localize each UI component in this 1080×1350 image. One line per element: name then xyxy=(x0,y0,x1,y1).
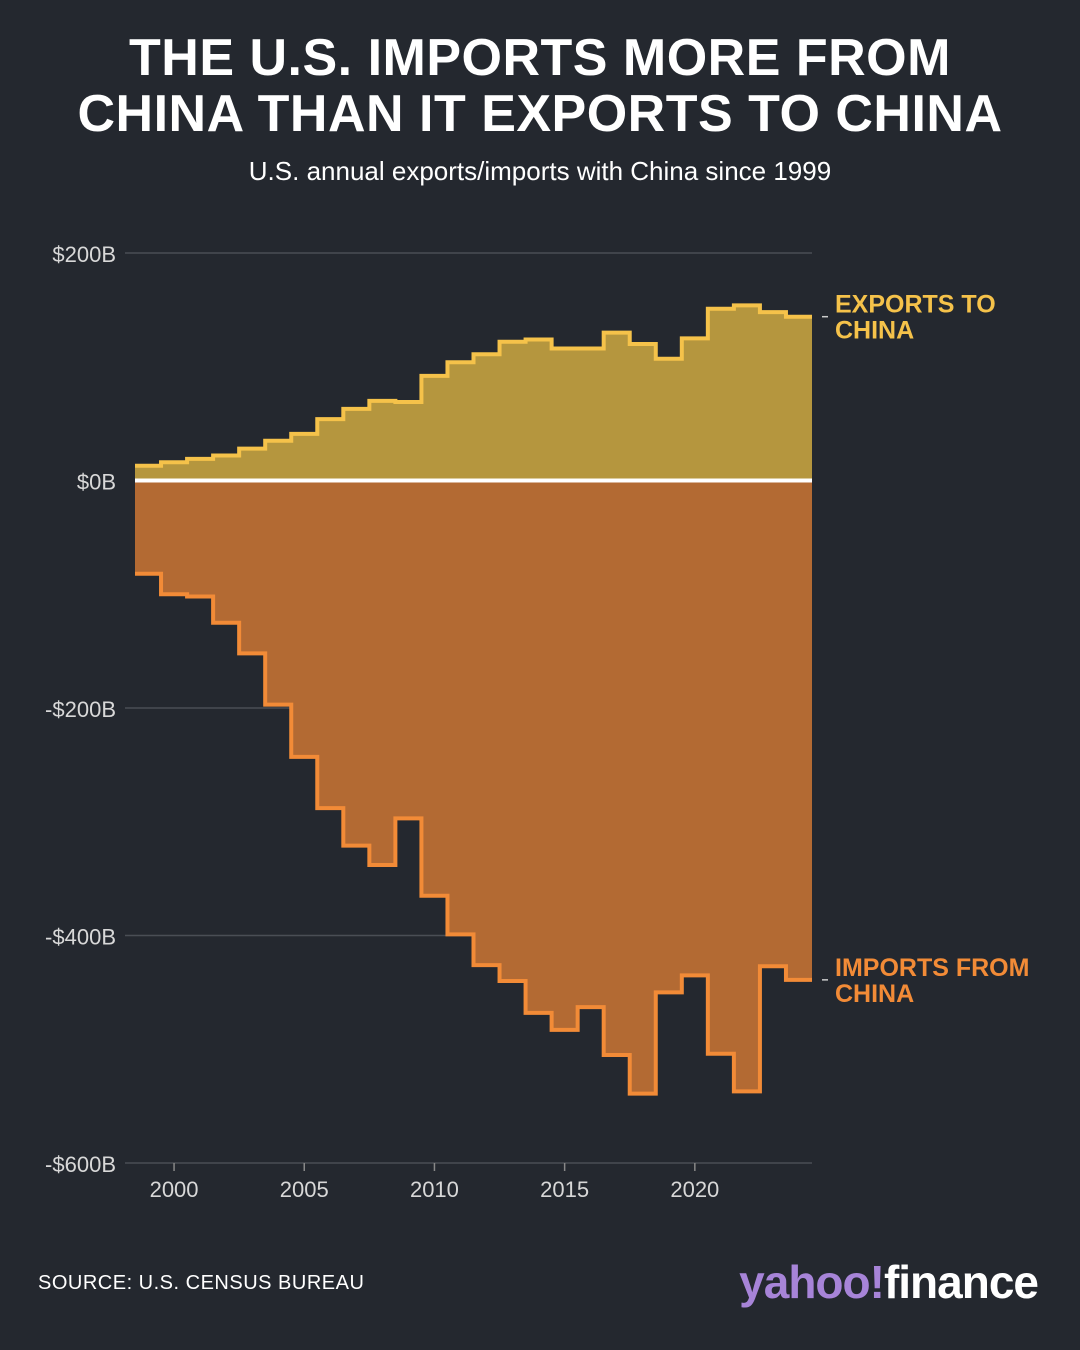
title-line-2: CHINA THAN IT EXPORTS TO CHINA xyxy=(77,85,1003,143)
yahoo-finance-logo: yahoo!finance xyxy=(739,1255,1039,1309)
y-tick-label-2: -$200B xyxy=(45,697,116,722)
chart-subtitle: U.S. annual exports/imports with China s… xyxy=(248,156,832,186)
imports-label-line-1: IMPORTS FROM xyxy=(835,954,1029,982)
source-note: SOURCE: U.S. CENSUS BUREAU xyxy=(38,1272,365,1294)
exports-label-line-1: EXPORTS TO xyxy=(835,291,996,319)
x-tick-label-3: 2015 xyxy=(540,1177,589,1202)
y-tick-label-0: $200B xyxy=(52,242,116,267)
exports-label-line-2: CHINA xyxy=(835,317,914,345)
logo-finance: finance xyxy=(883,1256,1039,1308)
logo-yahoo: yahoo! xyxy=(739,1256,885,1308)
title-line-1: THE U.S. IMPORTS MORE FROM xyxy=(129,29,951,87)
imports-area xyxy=(135,480,812,1094)
exports-area xyxy=(135,305,812,481)
imports-line xyxy=(135,571,812,1096)
x-tick-label-4: 2020 xyxy=(670,1177,719,1202)
x-tick-label-0: 2000 xyxy=(150,1177,199,1202)
x-tick-label-1: 2005 xyxy=(280,1177,329,1202)
y-tick-label-3: -$400B xyxy=(45,925,116,950)
exports-line xyxy=(135,303,812,468)
x-tick-label-2: 2010 xyxy=(410,1177,459,1202)
y-tick-label-1: $0B xyxy=(77,470,116,495)
y-tick-label-4: -$600B xyxy=(45,1152,116,1177)
chart-title: THE U.S. IMPORTS MORE FROM CHINA THAN IT… xyxy=(0,30,1080,142)
imports-label-line-2: CHINA xyxy=(835,980,914,1008)
